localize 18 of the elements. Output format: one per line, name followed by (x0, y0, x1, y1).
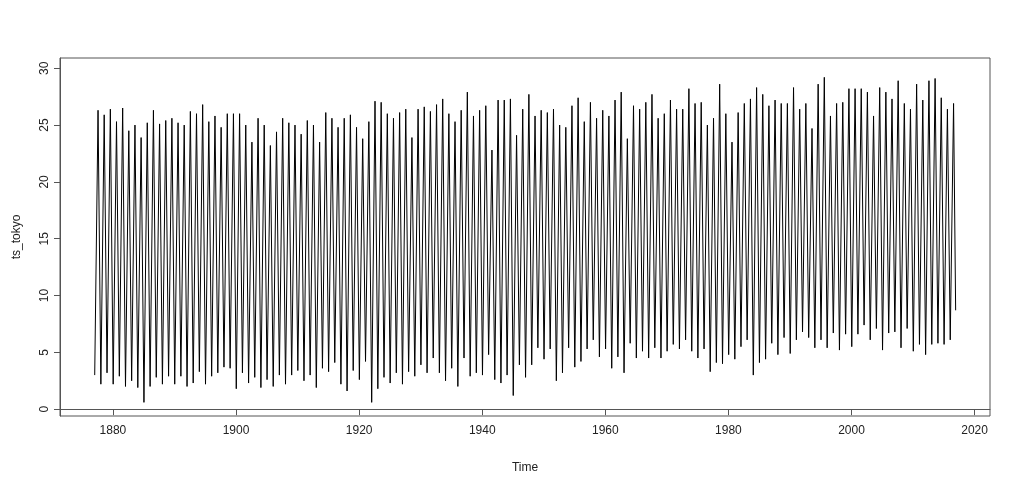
y-tick-label: 30 (37, 61, 51, 75)
y-tick-label: 15 (37, 231, 51, 246)
x-axis-title: Time (511, 460, 539, 474)
x-tick-label: 1900 (222, 423, 250, 437)
y-tick-label: 25 (37, 118, 51, 132)
y-axis-title: ts_tokyo (9, 214, 23, 260)
x-tick-label: 1960 (591, 423, 619, 437)
x-tick-label: 2000 (838, 423, 866, 437)
x-tick-label: 1980 (715, 423, 743, 437)
y-tick-label: 5 (37, 348, 51, 356)
y-tick-label: 0 (37, 405, 51, 413)
x-tick-label: 2020 (961, 423, 989, 437)
y-tick-label: 10 (37, 288, 51, 303)
x-tick-label: 1920 (345, 423, 373, 437)
x-tick-label: 1880 (99, 423, 127, 437)
line-series (94, 76, 957, 403)
y-tick-label: 20 (37, 174, 51, 189)
x-tick-label: 1940 (468, 423, 496, 437)
